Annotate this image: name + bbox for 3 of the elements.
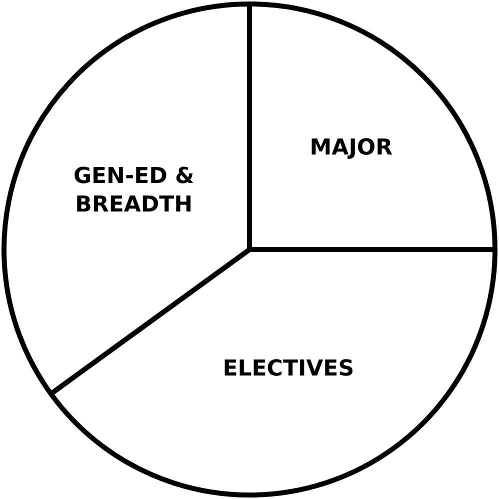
slice-label: ELECTIVES [222, 356, 354, 382]
slice-label: MAJOR [310, 135, 393, 160]
slice-label: GEN-ED & BREADTH [73, 164, 194, 218]
